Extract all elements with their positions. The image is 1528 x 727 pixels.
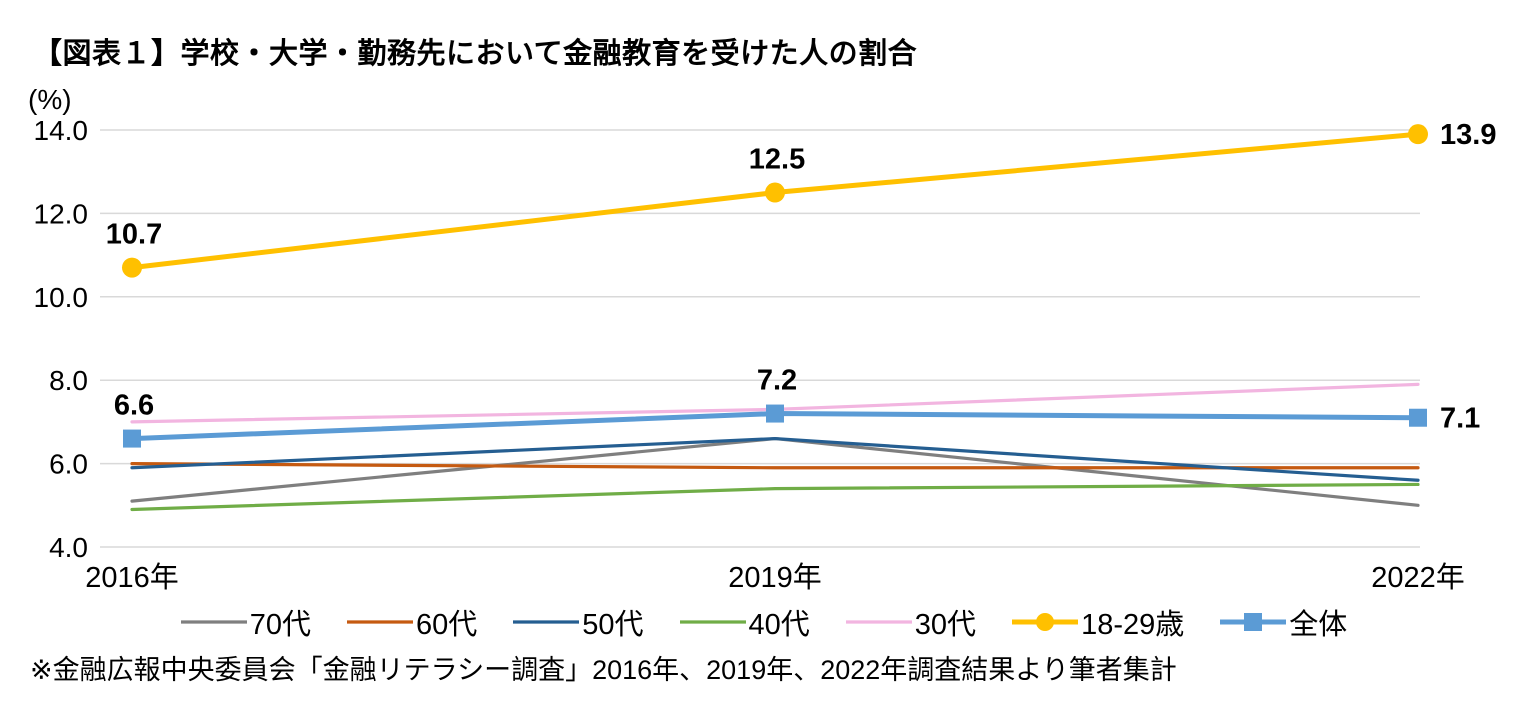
- chart-title: 【図表１】学校・大学・勤務先において金融教育を受けた人の割合: [33, 38, 918, 70]
- legend-key-line: [180, 620, 247, 624]
- y-tick-label: 8.0: [49, 365, 88, 396]
- y-tick-label: 14.0: [34, 115, 89, 146]
- legend-key-square: [1220, 613, 1287, 631]
- legend-key-circle: [1012, 613, 1079, 631]
- legend-item-label: 50代: [582, 609, 644, 641]
- series-marker: [1409, 408, 1427, 427]
- legend-key-line: [679, 620, 746, 624]
- legend-item: 30代: [845, 601, 977, 643]
- chart-legend: 70代 60代 50代 40代 30代 18-29歳 全体: [0, 601, 1528, 643]
- series-line: [130, 482, 1420, 512]
- legend-item-label: 18-29歳: [1081, 609, 1185, 641]
- series-marker: [122, 257, 142, 278]
- legend-item: 18-29歳: [1012, 601, 1184, 643]
- y-tick-label: 4.0: [49, 532, 88, 563]
- data-label: 6.6: [114, 390, 154, 422]
- legend-item: 40代: [679, 601, 810, 643]
- legend-item-label: 70代: [249, 609, 311, 641]
- x-tick-label: 2016年: [85, 561, 179, 594]
- data-label: 12.5: [749, 144, 805, 176]
- data-label: 10.7: [106, 219, 162, 251]
- series-marker: [766, 404, 784, 423]
- legend-item: 50代: [513, 601, 644, 643]
- data-label: 7.2: [757, 365, 797, 397]
- data-label: 13.9: [1440, 119, 1496, 151]
- y-tick-label: 10.0: [34, 282, 89, 313]
- series-marker: [123, 429, 141, 448]
- legend-item: 全体: [1220, 601, 1347, 643]
- series-marker: [765, 182, 785, 203]
- legend-item-label: 30代: [914, 609, 977, 641]
- legend-item-label: 40代: [748, 609, 810, 641]
- y-axis-unit-label: (%): [28, 84, 72, 115]
- series-line: [130, 436, 1420, 507]
- series-marker: [1408, 124, 1428, 145]
- source-note: ※金融広報中央委員会「金融リテラシー調査」2016年、2019年、2022年調査…: [30, 655, 1177, 685]
- legend-item: 60代: [347, 601, 477, 643]
- legend-item-label: 全体: [1289, 609, 1348, 641]
- series-line: [130, 436, 1420, 482]
- legend-item: 70代: [180, 601, 311, 643]
- legend-item-label: 60代: [416, 609, 478, 641]
- x-tick-label: 2019年: [728, 561, 822, 594]
- legend-key-line: [513, 620, 580, 624]
- y-tick-label: 6.0: [49, 449, 88, 480]
- x-tick-label: 2022年: [1371, 561, 1465, 594]
- legend-key-line: [845, 620, 912, 624]
- data-label: 7.1: [1440, 403, 1480, 435]
- legend-key-line: [347, 620, 413, 624]
- y-tick-label: 12.0: [34, 198, 89, 229]
